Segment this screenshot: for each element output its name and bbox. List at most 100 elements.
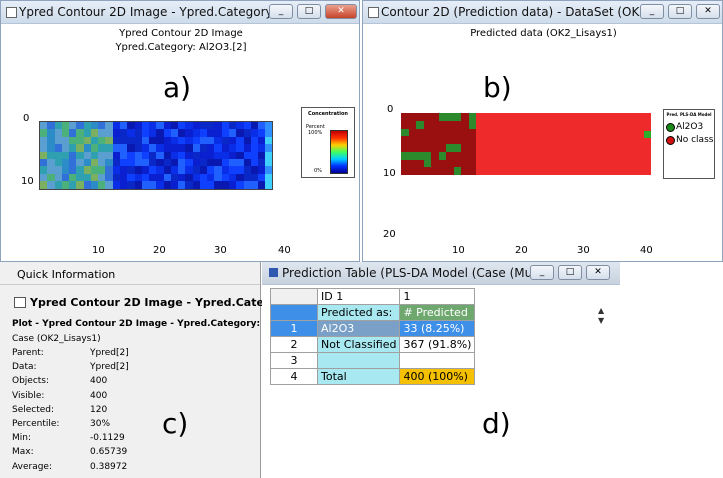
window-title: Contour 2D (Prediction data) - DataSet (… bbox=[381, 5, 659, 19]
close-button[interactable]: ✕ bbox=[696, 4, 720, 19]
header-cell bbox=[270, 288, 318, 305]
cell[interactable]: Not Classified bbox=[316, 336, 401, 353]
heat-cell bbox=[214, 173, 223, 182]
cell[interactable] bbox=[399, 352, 476, 369]
heat-cell bbox=[221, 136, 230, 145]
row-header[interactable]: 3 bbox=[270, 352, 318, 369]
cell[interactable]: 400 (100%) bbox=[399, 368, 476, 385]
heat-cell bbox=[127, 173, 135, 182]
legend-item: Al2O3 bbox=[676, 122, 704, 132]
heat-cell bbox=[127, 166, 135, 175]
heat-cell bbox=[192, 181, 201, 189]
heat-cell bbox=[265, 166, 272, 175]
panel-header: Quick Information bbox=[0, 262, 260, 285]
heat-cell bbox=[112, 136, 121, 145]
heat-cell bbox=[47, 166, 56, 175]
heat-cell bbox=[265, 136, 272, 145]
heat-cell bbox=[229, 151, 237, 160]
title-bar: Contour 2D (Prediction data) - DataSet (… bbox=[363, 1, 722, 24]
heat-cell bbox=[83, 129, 92, 138]
heat-cell bbox=[54, 166, 63, 175]
heat-cell bbox=[98, 122, 106, 130]
cell[interactable]: Predicted as: bbox=[316, 304, 401, 321]
y-tick: 10 bbox=[21, 176, 34, 187]
info-value: 120 bbox=[90, 404, 108, 415]
heat-cell bbox=[54, 122, 63, 130]
heat-cell bbox=[170, 144, 179, 153]
cell[interactable]: 367 (91.8%) bbox=[399, 336, 476, 353]
heat-cell bbox=[258, 144, 266, 153]
heat-cell bbox=[163, 173, 172, 182]
y-tick: 0 bbox=[23, 113, 30, 124]
heat-cell bbox=[47, 159, 56, 167]
heat-cell bbox=[156, 159, 165, 167]
close-button[interactable]: ✕ bbox=[586, 265, 610, 280]
heat-cell bbox=[250, 151, 259, 160]
heat-cell bbox=[54, 144, 63, 153]
maximize-button[interactable]: □ bbox=[558, 265, 582, 280]
heat-cell bbox=[40, 173, 48, 182]
minimize-button[interactable]: _ bbox=[530, 265, 554, 280]
maximize-button[interactable]: □ bbox=[668, 4, 692, 19]
heat-cell bbox=[98, 136, 106, 145]
maximize-button[interactable]: □ bbox=[297, 4, 321, 19]
info-value: 30% bbox=[90, 419, 111, 429]
heat-cell bbox=[61, 159, 70, 167]
heat-cell bbox=[105, 166, 114, 175]
heat-cell bbox=[83, 151, 92, 160]
heat-cell bbox=[134, 181, 143, 189]
heat-cell bbox=[112, 129, 121, 138]
heat-cell bbox=[214, 166, 223, 175]
heat-cell bbox=[112, 151, 121, 160]
heat-cell bbox=[98, 144, 106, 153]
x-tick: 30 bbox=[577, 245, 590, 256]
heat-cell bbox=[170, 166, 179, 175]
heat-cell bbox=[134, 129, 143, 138]
heat-cell bbox=[112, 173, 121, 182]
heat-cell bbox=[221, 159, 230, 167]
row-header[interactable]: 2 bbox=[270, 336, 318, 353]
heat-cell bbox=[221, 151, 230, 160]
class-cell bbox=[401, 151, 409, 160]
info-key: Objects: bbox=[12, 376, 50, 387]
heat-cell bbox=[221, 181, 230, 189]
scrollbar[interactable]: ▲ ▼ bbox=[598, 306, 605, 325]
heat-cell bbox=[149, 159, 157, 167]
heat-cell bbox=[83, 166, 92, 175]
heat-cell bbox=[214, 129, 223, 138]
legend-marker bbox=[666, 136, 675, 145]
cell[interactable]: Al2O3 bbox=[316, 320, 401, 337]
row-header[interactable]: 4 bbox=[270, 368, 318, 385]
close-button[interactable]: ✕ bbox=[325, 4, 357, 19]
heat-cell bbox=[61, 129, 70, 138]
heat-cell bbox=[98, 181, 106, 189]
class-cell bbox=[408, 151, 416, 160]
heat-cell bbox=[119, 173, 128, 182]
cell[interactable]: 33 (8.25%) bbox=[399, 320, 476, 337]
title-bar: Ypred Contour 2D Image - Ypred.Category:… bbox=[1, 1, 359, 24]
row-header[interactable] bbox=[270, 304, 318, 321]
heat-cell bbox=[170, 173, 179, 182]
minimize-button[interactable]: _ bbox=[640, 4, 664, 19]
heat-cell bbox=[214, 181, 223, 189]
heat-cell bbox=[243, 181, 252, 189]
heat-cell bbox=[76, 144, 85, 153]
cell[interactable]: Total bbox=[316, 368, 401, 385]
cell[interactable]: # Predicted bbox=[399, 304, 476, 321]
cell[interactable] bbox=[316, 352, 401, 369]
heat-cell bbox=[149, 181, 157, 189]
heat-cell bbox=[178, 181, 186, 189]
heat-cell bbox=[221, 144, 230, 153]
heat-cell bbox=[265, 144, 272, 153]
heat-cell bbox=[54, 181, 63, 189]
heat-cell bbox=[141, 144, 150, 153]
panel-label: d) bbox=[482, 407, 511, 440]
heat-cell bbox=[141, 129, 150, 138]
x-tick: 40 bbox=[640, 245, 653, 256]
heat-cell bbox=[98, 159, 106, 167]
heat-cell bbox=[199, 159, 208, 167]
row-header[interactable]: 1 bbox=[270, 320, 318, 337]
heat-cell bbox=[178, 122, 186, 130]
heat-cell bbox=[199, 181, 208, 189]
minimize-button[interactable]: _ bbox=[269, 4, 293, 19]
